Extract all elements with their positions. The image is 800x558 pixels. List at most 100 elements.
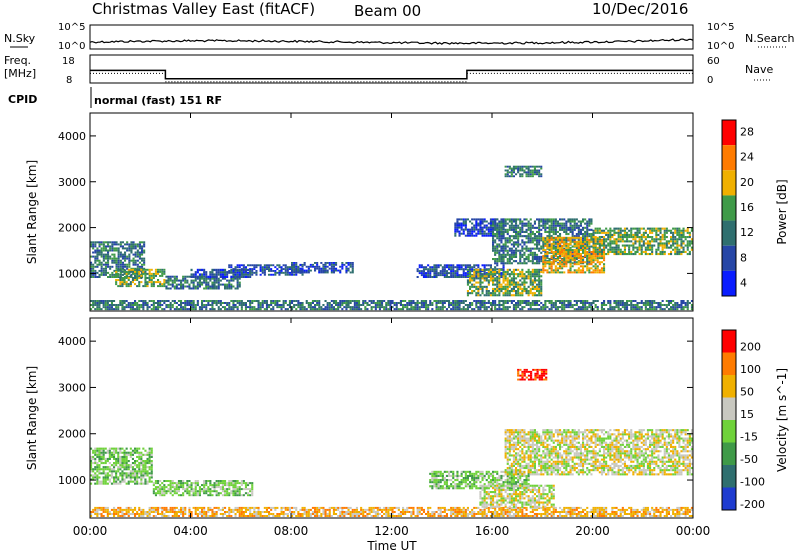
colorbar-swatch: [722, 170, 736, 196]
heatmap-cell: [483, 226, 486, 229]
heatmap-cell: [435, 308, 438, 311]
heatmap-cell: [579, 249, 582, 251]
heatmap-cell: [575, 218, 578, 221]
heatmap-cell: [232, 273, 235, 276]
heatmap-cell: [538, 277, 541, 280]
heatmap-cell: [425, 268, 428, 271]
heatmap-cell: [644, 246, 647, 249]
heatmap-cell: [615, 238, 618, 241]
heatmap-cell: [268, 268, 271, 270]
heatmap-cell: [425, 304, 428, 306]
heatmap-cell: [119, 455, 122, 458]
heatmap-cell: [209, 285, 212, 288]
heatmap-cell: [575, 247, 578, 250]
heatmap-cell: [96, 453, 99, 456]
heatmap-cell: [224, 308, 227, 311]
heatmap-cell: [125, 274, 128, 277]
heatmap-cell: [201, 308, 204, 311]
heatmap-cell: [261, 306, 264, 309]
heatmap-cell: [525, 173, 528, 176]
heatmap-cell: [577, 308, 580, 311]
heatmap-cell: [676, 244, 679, 247]
heatmap-cell: [121, 255, 124, 258]
heatmap-cell: [127, 283, 130, 286]
heatmap-cell: [533, 220, 536, 223]
heatmap-cell: [600, 242, 603, 245]
heatmap-cell: [469, 287, 472, 290]
heatmap-cell: [559, 263, 562, 266]
heatmap-cell: [196, 300, 199, 302]
heatmap-cell: [115, 247, 118, 250]
heatmap-cell: [471, 228, 474, 231]
heatmap-cell: [554, 233, 557, 236]
heatmap-cell: [667, 308, 670, 311]
heatmap-cell: [410, 302, 413, 304]
heatmap-cell: [598, 261, 601, 264]
heatmap-cell: [515, 304, 518, 306]
heatmap-cell: [136, 270, 139, 273]
heatmap-cell: [521, 283, 524, 286]
heatmap-cell: [339, 300, 342, 302]
heatmap-cell: [98, 253, 101, 256]
heatmap-cell: [483, 300, 486, 302]
heatmap-cell: [665, 229, 668, 232]
heatmap-cell: [167, 281, 170, 284]
heatmap-cell: [544, 230, 547, 233]
heatmap-cell: [108, 457, 111, 460]
heatmap-cell: [646, 300, 649, 302]
heatmap-cell: [385, 308, 388, 311]
heatmap-cell: [538, 230, 541, 233]
heatmap-cell: [584, 230, 587, 233]
heatmap-cell: [108, 306, 111, 309]
heatmap-cell: [582, 302, 585, 304]
heatmap-cell: [554, 242, 557, 245]
heatmap-cell: [569, 306, 572, 309]
heatmap-cell: [127, 472, 130, 475]
heatmap-cell: [205, 308, 208, 311]
heatmap-cell: [341, 263, 344, 266]
heatmap-cell: [244, 268, 247, 270]
heatmap-cell: [274, 300, 277, 302]
heatmap-cell: [613, 231, 616, 234]
heatmap-cell: [489, 264, 492, 267]
heatmap-cell: [249, 308, 252, 311]
heatmap-cell: [596, 261, 599, 264]
heatmap-cell: [107, 265, 110, 268]
heatmap-cell: [496, 277, 499, 280]
heatmap-cell: [504, 275, 507, 278]
heatmap-cell: [236, 279, 239, 282]
heatmap-cell: [159, 304, 162, 306]
heatmap-cell: [157, 270, 160, 273]
heatmap-cell: [136, 251, 139, 254]
heatmap-cell: [515, 290, 518, 293]
heatmap-cell: [690, 238, 693, 241]
heatmap-cell: [544, 265, 547, 268]
heatmap-cell: [291, 262, 294, 264]
heatmap-cell: [408, 302, 411, 304]
heatmap-cell: [575, 226, 578, 229]
heatmap-cell: [651, 302, 654, 304]
heatmap-cell: [378, 300, 381, 302]
heatmap-cell: [456, 268, 459, 271]
heatmap-cell: [261, 304, 264, 306]
heatmap-cell: [236, 302, 239, 304]
heatmap-cell: [565, 230, 568, 233]
heatmap-cell: [533, 304, 536, 306]
heatmap-cell: [456, 272, 459, 275]
heatmap-cell: [471, 222, 474, 225]
heatmap-cell: [435, 270, 438, 273]
heatmap-cell: [406, 308, 409, 311]
heatmap-cell: [217, 306, 220, 309]
heatmap-cell: [265, 268, 268, 270]
heatmap-cell: [688, 233, 691, 236]
heatmap-cell: [533, 285, 536, 288]
heatmap-cell: [110, 468, 113, 471]
heatmap-cell: [536, 169, 539, 172]
heatmap-cell: [621, 229, 624, 232]
heatmap-cell: [140, 455, 143, 458]
heatmap-cell: [626, 227, 629, 230]
heatmap-cell: [134, 279, 137, 281]
heatmap-cell: [498, 251, 501, 254]
heatmap-cell: [90, 263, 93, 266]
heatmap-cell: [644, 229, 647, 232]
